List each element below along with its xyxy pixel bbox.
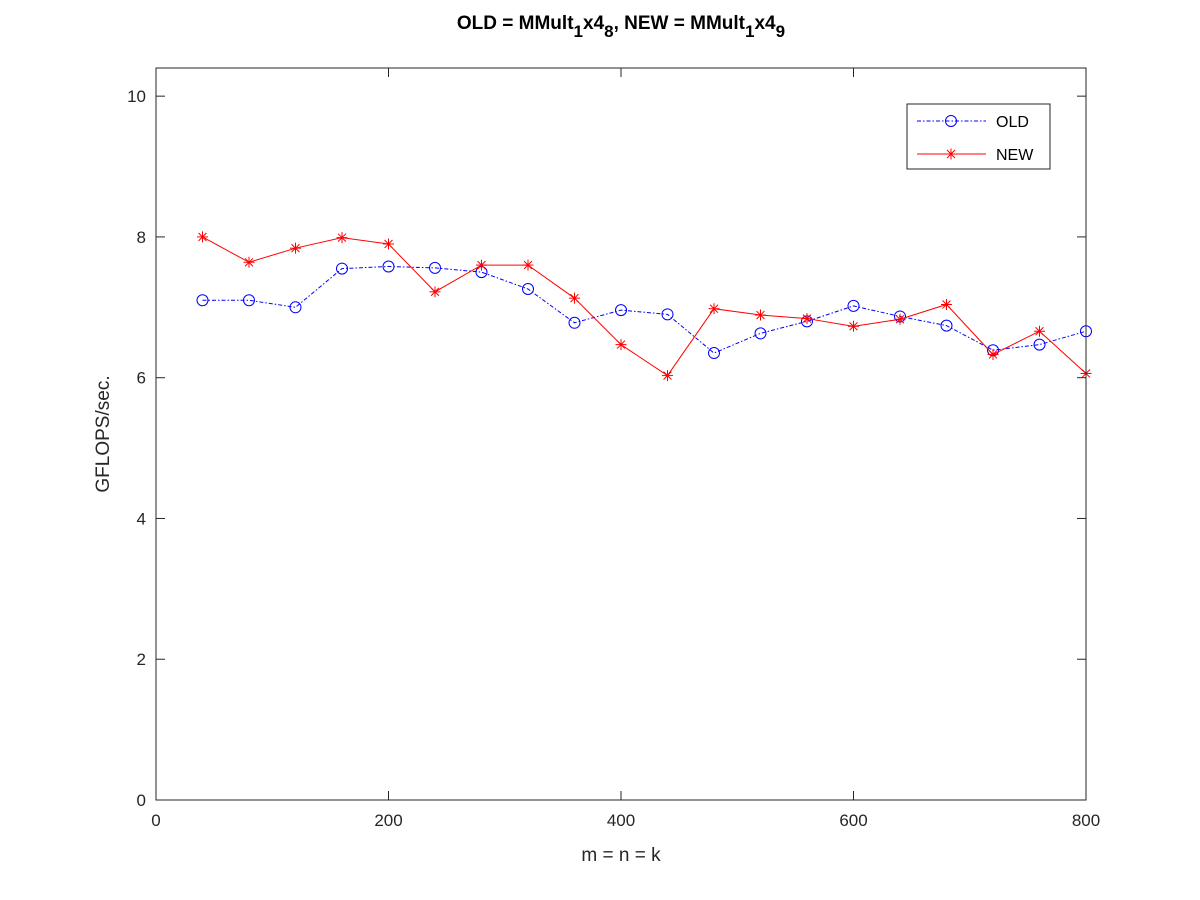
data-point: [662, 370, 673, 382]
title-subscript: 1: [574, 22, 583, 41]
data-point: [522, 259, 534, 271]
series-line-old: [202, 265, 1087, 354]
series-new: [197, 231, 1092, 382]
legend-box: [906, 103, 1051, 170]
y-tick-label: 0: [137, 791, 146, 810]
x-tick-label: 0: [151, 811, 160, 830]
data-point: [847, 299, 860, 312]
title-part: OLD = MMult: [457, 13, 574, 34]
data-point: [522, 283, 534, 296]
series-old: [196, 260, 1092, 360]
title-subscript: 9: [776, 22, 785, 41]
x-axis-ticks: 0 200 400 600 800: [151, 68, 1100, 830]
data-point: [476, 259, 487, 271]
title-part: x4: [583, 13, 605, 34]
data-point: [290, 242, 301, 254]
y-tick-label: 4: [137, 509, 146, 528]
x-tick-label: 600: [839, 811, 867, 830]
data-point: [848, 320, 859, 332]
data-point: [755, 309, 766, 321]
plot-area: [156, 68, 1086, 800]
legend-entries: OLD NEW: [917, 114, 1034, 164]
x-tick-label: 800: [1072, 811, 1100, 830]
legend-marker: [945, 148, 957, 160]
data-point: [708, 303, 720, 315]
data-point: [615, 339, 627, 351]
data-point: [801, 313, 813, 325]
data-point: [661, 308, 674, 321]
data-point: [940, 319, 953, 332]
data-point: [569, 292, 580, 304]
data-point: [754, 327, 767, 340]
data-point: [708, 347, 720, 360]
data-point: [987, 348, 999, 360]
data-point: [894, 313, 906, 325]
x-tick-label: 400: [607, 811, 635, 830]
series-layer: [196, 231, 1092, 382]
y-tick-label: 10: [127, 87, 146, 106]
data-point: [196, 294, 209, 307]
legend-marker: [945, 115, 957, 127]
x-axis-label: m = n = k: [581, 845, 661, 866]
data-point: [429, 261, 441, 274]
data-point: [243, 294, 255, 307]
data-point: [197, 231, 208, 243]
data-point: [429, 286, 441, 298]
data-point: [289, 301, 302, 314]
data-point: [1034, 325, 1045, 337]
x-tick-label: 200: [374, 811, 402, 830]
title-subscript: 8: [604, 22, 613, 41]
data-point: [336, 232, 348, 244]
y-tick-label: 8: [137, 228, 146, 247]
y-axis-label: GFLOPS/sec.: [93, 375, 114, 492]
y-axis-ticks: 0 2 4 6 8 10: [127, 87, 1086, 810]
title-part: , NEW = MMult: [614, 13, 746, 34]
y-tick-label: 6: [137, 369, 146, 388]
data-point: [615, 304, 627, 317]
data-point: [568, 316, 581, 329]
legend-entry-new: NEW: [917, 147, 1034, 164]
data-point: [243, 256, 255, 268]
data-point: [1033, 338, 1046, 351]
data-point: [336, 262, 348, 275]
title-subscript: 1: [745, 22, 754, 41]
legend-label: OLD: [996, 114, 1029, 131]
series-line-new: [202, 236, 1087, 377]
y-tick-label: 2: [137, 650, 146, 669]
legend-label: NEW: [996, 147, 1034, 164]
chart-title: OLD = MMult1x48, NEW = MMult1x49: [457, 13, 785, 41]
legend: OLD NEW: [906, 103, 1051, 170]
data-point: [941, 298, 952, 310]
data-point: [383, 238, 394, 250]
data-point: [382, 260, 395, 273]
title-part: x4: [754, 13, 776, 34]
legend-entry-old: OLD: [917, 114, 1029, 131]
